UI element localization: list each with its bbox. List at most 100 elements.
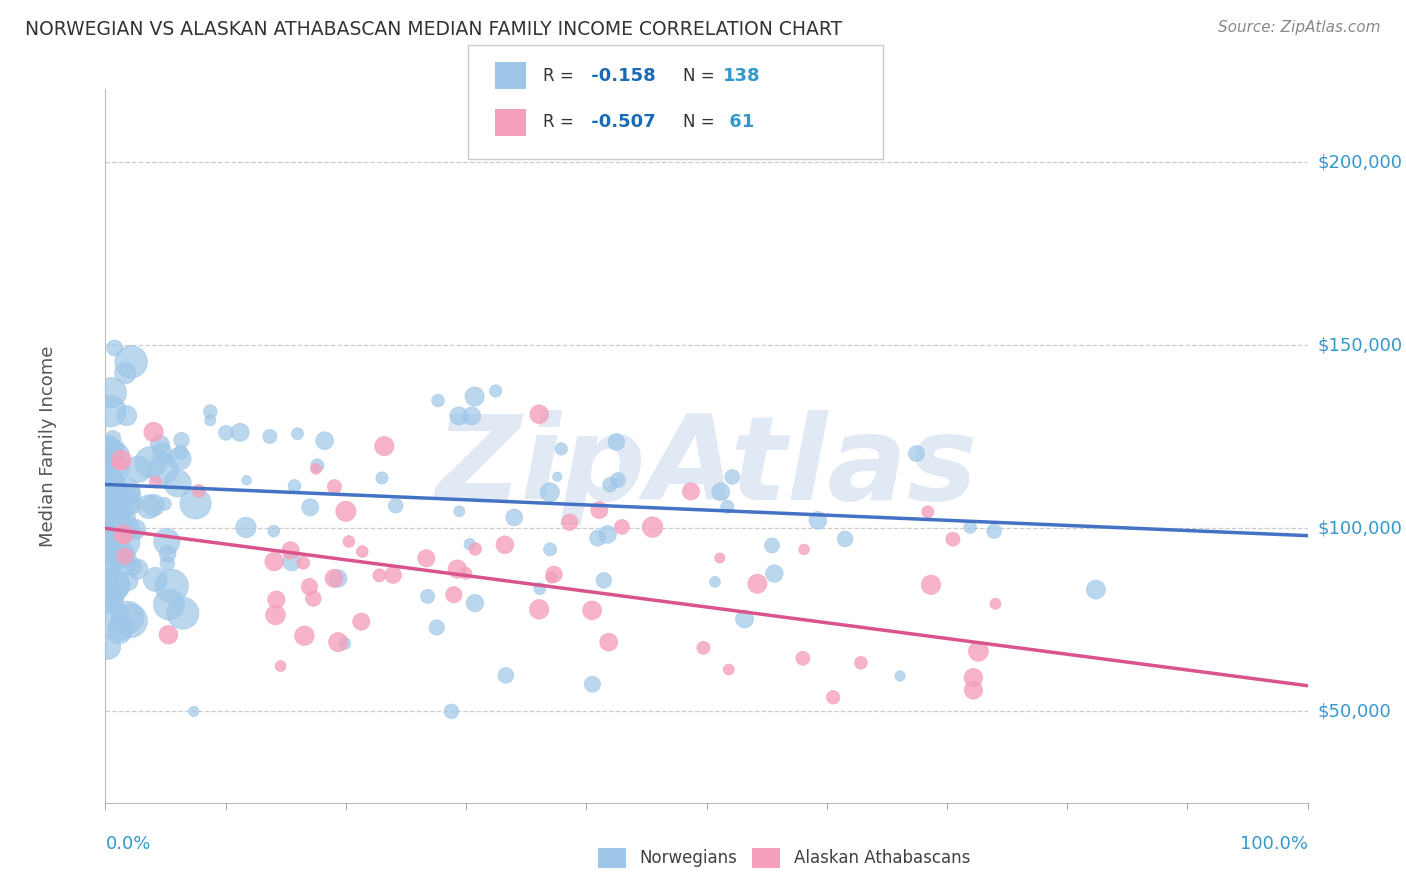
Point bbox=[323, 571, 346, 585]
Point bbox=[538, 542, 561, 557]
Point bbox=[94, 525, 117, 540]
Point bbox=[292, 556, 315, 570]
Point bbox=[96, 573, 118, 587]
Point bbox=[942, 533, 965, 547]
Point bbox=[104, 609, 127, 624]
Point bbox=[299, 500, 322, 515]
Point bbox=[352, 544, 374, 558]
Point bbox=[105, 510, 128, 524]
Point bbox=[166, 476, 188, 491]
Point bbox=[373, 439, 395, 453]
Point bbox=[120, 614, 142, 628]
Point bbox=[641, 520, 664, 534]
Point bbox=[283, 479, 305, 493]
Point bbox=[108, 621, 131, 635]
Point bbox=[962, 683, 984, 698]
Point bbox=[281, 555, 304, 569]
Point bbox=[184, 496, 207, 510]
Point bbox=[98, 404, 121, 418]
Text: $100,000: $100,000 bbox=[1317, 519, 1402, 537]
Point bbox=[734, 612, 756, 626]
Point bbox=[294, 629, 316, 643]
Point bbox=[115, 409, 138, 423]
Point bbox=[215, 425, 238, 440]
Point bbox=[263, 524, 285, 538]
Point bbox=[443, 588, 465, 602]
Point bbox=[96, 529, 118, 543]
Point bbox=[98, 507, 121, 521]
Point bbox=[104, 500, 127, 514]
Point bbox=[143, 573, 166, 587]
Point bbox=[98, 495, 121, 509]
Point bbox=[716, 500, 738, 514]
Point bbox=[156, 534, 179, 549]
Point bbox=[337, 534, 360, 549]
Point bbox=[157, 628, 180, 642]
Point bbox=[156, 547, 179, 561]
Point bbox=[104, 578, 127, 592]
Point bbox=[287, 426, 309, 441]
Point bbox=[156, 556, 179, 570]
Point bbox=[187, 483, 209, 498]
Point bbox=[98, 548, 121, 562]
Point bbox=[298, 580, 321, 594]
Point bbox=[96, 442, 118, 457]
Point bbox=[333, 636, 356, 650]
Point bbox=[235, 520, 257, 534]
Point bbox=[440, 704, 463, 718]
Point bbox=[917, 505, 939, 519]
Point bbox=[200, 413, 222, 427]
Point bbox=[112, 527, 135, 541]
Point bbox=[889, 669, 911, 683]
Point bbox=[94, 533, 117, 548]
Point bbox=[447, 409, 470, 423]
Point bbox=[94, 516, 117, 530]
Point bbox=[747, 576, 769, 591]
Text: 100.0%: 100.0% bbox=[1240, 835, 1308, 853]
Point bbox=[153, 497, 176, 511]
Point bbox=[703, 574, 725, 589]
Point bbox=[461, 409, 484, 423]
Point bbox=[157, 598, 180, 612]
Point bbox=[592, 574, 614, 588]
Point bbox=[127, 562, 149, 576]
Point bbox=[761, 539, 783, 553]
Point bbox=[152, 462, 174, 476]
Point bbox=[598, 635, 620, 649]
Point bbox=[138, 500, 160, 514]
Point bbox=[464, 541, 486, 556]
Point bbox=[112, 535, 135, 549]
Point bbox=[156, 452, 179, 467]
Point bbox=[920, 578, 942, 592]
Point bbox=[538, 485, 561, 500]
Point bbox=[101, 578, 124, 592]
Point bbox=[807, 513, 830, 527]
Point bbox=[122, 559, 145, 574]
Point bbox=[588, 503, 610, 517]
Point bbox=[170, 433, 193, 447]
Point bbox=[449, 504, 471, 518]
Point bbox=[172, 606, 194, 620]
Text: Median Family Income: Median Family Income bbox=[39, 345, 56, 547]
Point bbox=[371, 471, 394, 485]
Point bbox=[114, 485, 136, 500]
Point bbox=[962, 671, 984, 685]
Point bbox=[494, 538, 516, 552]
Point bbox=[464, 596, 486, 610]
Point bbox=[97, 640, 120, 654]
Text: 138: 138 bbox=[723, 67, 761, 85]
Text: R =: R = bbox=[543, 67, 579, 85]
Point bbox=[98, 508, 121, 522]
Point bbox=[259, 429, 281, 443]
Point bbox=[94, 483, 117, 498]
Point bbox=[763, 566, 786, 581]
Point bbox=[101, 431, 124, 445]
Point bbox=[139, 455, 162, 469]
Point bbox=[98, 475, 121, 490]
Point bbox=[105, 441, 128, 455]
Point bbox=[596, 527, 619, 541]
Text: R =: R = bbox=[543, 113, 579, 131]
Point bbox=[382, 568, 405, 582]
Point bbox=[335, 504, 357, 518]
Point bbox=[692, 640, 714, 655]
